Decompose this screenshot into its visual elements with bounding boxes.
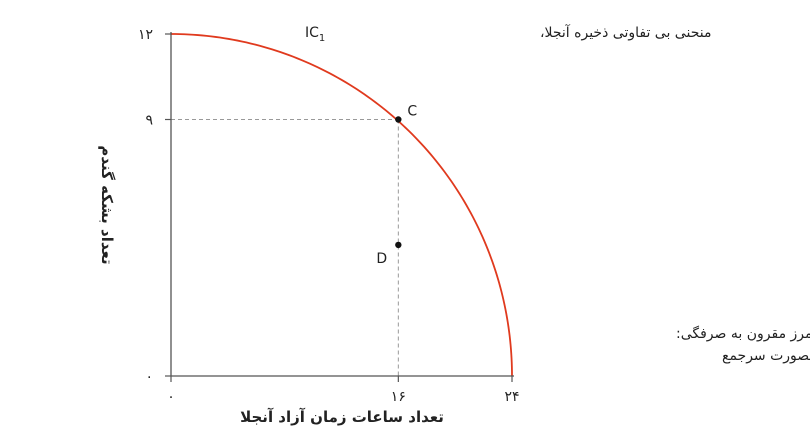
y-tick-label: ۰ [145,369,153,385]
frontier-label-line2: آنجلا و برونو بصورت سرجمع [722,347,810,364]
point-label-d: D [376,251,387,267]
x-tick-label: ۲۴ [504,389,519,405]
y-tick-label: ۹ [145,113,153,129]
axis-ticks: ۰ ۱۶ ۲۴ ۰ ۹ ۱۲ [138,27,520,405]
point-c [395,116,402,123]
point-label-c: C [407,104,417,120]
y-axis-title: تعداد بشکه گندم [98,145,116,264]
frontier-label-line1: مرز مقرون به صرفگی: [676,325,810,342]
y-tick-label: ۱۲ [138,27,153,43]
x-axis-title: تعداد ساعات زمان آزاد آنجلا [240,408,444,426]
x-tick-label: ۰ [167,389,175,405]
guide-lines [171,119,399,376]
x-tick-label: ۱۶ [391,389,406,405]
curve-label-symbol: IC1 [305,25,325,44]
point-d [395,241,402,249]
data-points: CD [376,104,417,267]
frontier-curve [170,33,513,377]
curve-label: منحنی بی تفاوتی ذخیره آنجلا، [540,24,711,41]
